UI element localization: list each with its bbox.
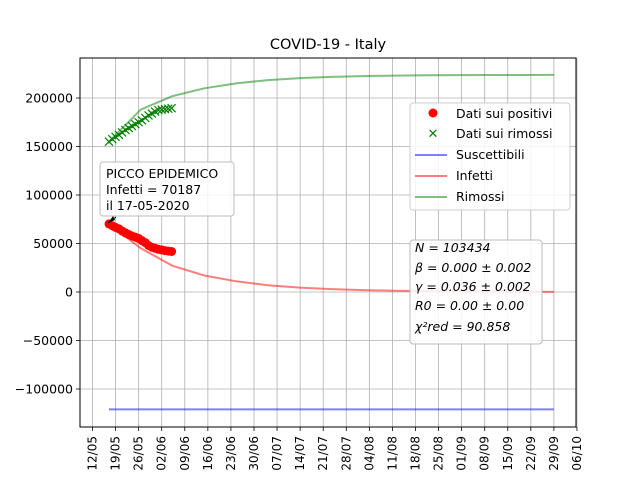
params-annotation: N = 103434 β = 0.000 ± 0.002 γ = 0.036 ±… <box>409 239 543 345</box>
legend-marker-rimossi: ✕ <box>428 127 439 142</box>
legend: Dati sui positivi ✕ Dati sui rimossi Sus… <box>409 102 571 211</box>
x-tick-label: 22/09 <box>524 436 538 471</box>
x-tick-label: 19/05 <box>109 436 123 471</box>
point-rimossi <box>163 104 173 114</box>
peak-line-2: Infetti = 70187 <box>106 182 201 197</box>
x-tick-label: 26/05 <box>132 436 146 471</box>
y-tick-label: −100000 <box>15 382 73 397</box>
peak-annotation: PICCO EPIDEMICO Infetti = 70187 il 17-05… <box>99 161 235 224</box>
x-tick-label: 04/08 <box>362 436 376 471</box>
legend-marker-positivi <box>428 108 438 118</box>
x-tick-label: 16/06 <box>201 436 215 471</box>
x-tick-label: 01/09 <box>455 436 469 471</box>
x-tick-label: 28/07 <box>339 436 353 471</box>
x-tick-label: 12/05 <box>86 436 100 471</box>
x-tick-label: 18/08 <box>408 436 422 471</box>
x-tick-label: 30/06 <box>247 436 261 471</box>
point-positivi <box>167 247 177 256</box>
peak-line-3: il 17-05-2020 <box>106 198 190 213</box>
legend-label-infetti: Infetti <box>456 168 493 183</box>
x-tick-label: 11/08 <box>385 436 399 471</box>
x-tick-label: 29/09 <box>547 436 561 471</box>
param-gamma: γ = 0.036 ± 0.002 <box>415 279 531 294</box>
param-n: N = 103434 <box>415 240 491 255</box>
x-tick-label: 08/09 <box>478 436 492 471</box>
x-tick-label: 21/07 <box>316 436 330 471</box>
y-tick-label: 0 <box>65 285 73 300</box>
x-tick-label: 14/07 <box>293 436 307 471</box>
legend-label-rimossi-curve: Rimossi <box>456 189 504 204</box>
point-rimossi <box>167 103 177 113</box>
x-tick-label: 25/08 <box>432 436 446 471</box>
legend-label-positivi: Dati sui positivi <box>456 106 552 121</box>
y-axis: −100000 −50000 0 50000 100000 150000 200000 <box>15 91 80 397</box>
x-axis: 12/05 19/05 26/05 02/06 09/06 16/06 23/06 30/06… <box>86 427 584 471</box>
x-tick-label: 06/10 <box>570 436 584 471</box>
x-tick-label: 09/06 <box>178 436 192 471</box>
param-r0: R0 = 0.00 ± 0.00 <box>415 298 524 313</box>
legend-label-rimossi: Dati sui rimossi <box>456 126 552 141</box>
x-tick-label: 15/09 <box>501 436 515 471</box>
y-tick-label: 100000 <box>25 188 73 203</box>
y-tick-label: −50000 <box>23 333 73 348</box>
legend-label-suscettibili: Suscettibili <box>456 147 525 162</box>
chart-title: COVID-19 - Italy <box>270 37 387 53</box>
x-tick-label: 23/06 <box>224 436 238 471</box>
x-tick-label: 02/06 <box>155 436 169 471</box>
param-beta: β = 0.000 ± 0.002 <box>414 260 531 275</box>
y-tick-label: 50000 <box>33 236 73 251</box>
param-chi: χ²red = 90.858 <box>414 319 510 334</box>
series-line-rimossi <box>108 73 554 143</box>
plot-frame <box>79 57 577 428</box>
x-tick-label: 07/07 <box>270 436 284 471</box>
peak-line-1: PICCO EPIDEMICO <box>106 166 218 181</box>
y-tick-label: 200000 <box>25 91 73 106</box>
y-tick-label: 150000 <box>25 139 73 154</box>
